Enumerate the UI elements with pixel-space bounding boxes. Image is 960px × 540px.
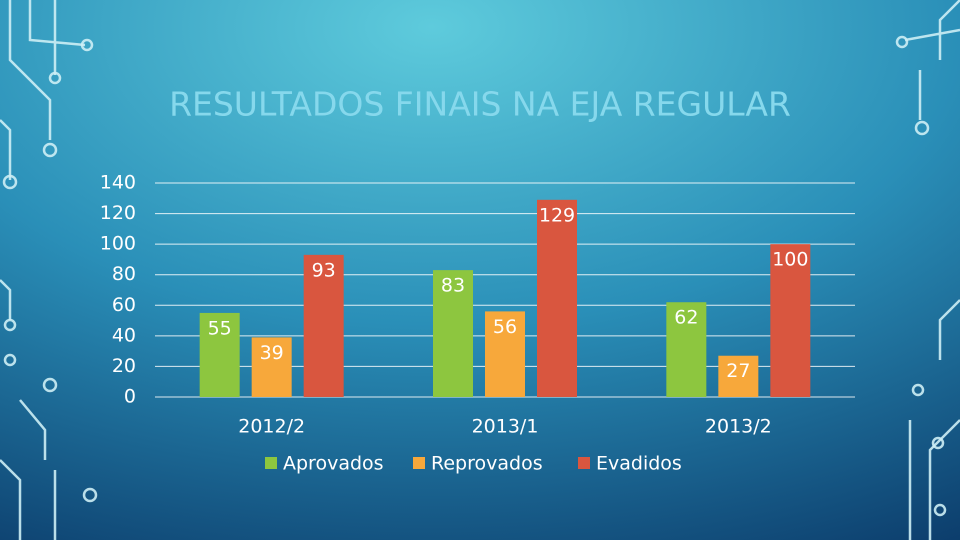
data-label: 39	[260, 342, 284, 364]
x-tick-label: 2012/2	[238, 416, 305, 438]
bar	[666, 302, 707, 397]
y-tick-label: 140	[100, 172, 136, 194]
x-tick-label: 2013/2	[705, 416, 772, 438]
data-label: 27	[726, 360, 750, 382]
bar	[770, 244, 811, 397]
bar	[485, 311, 525, 397]
bar	[251, 337, 292, 397]
chart-title: RESULTADOS FINAIS NA EJA REGULAR	[169, 85, 791, 124]
bar	[303, 254, 344, 397]
y-tick-label: 40	[112, 324, 136, 346]
legend-label: Evadidos	[596, 453, 682, 475]
y-tick-label: 100	[100, 233, 136, 255]
data-label: 55	[208, 317, 232, 339]
y-tick-label: 20	[112, 355, 136, 377]
bar	[718, 355, 759, 397]
legend-swatch	[578, 457, 590, 469]
data-label: 56	[493, 316, 517, 338]
data-label: 100	[772, 249, 808, 271]
bar	[199, 312, 240, 397]
y-tick-label: 120	[100, 202, 136, 224]
y-tick-label: 0	[124, 386, 136, 408]
data-label: 83	[441, 275, 465, 297]
legend-label: Reprovados	[431, 453, 543, 475]
data-label: 129	[539, 204, 575, 226]
bar	[433, 270, 473, 397]
data-label: 93	[312, 259, 336, 281]
legend-swatch	[265, 457, 277, 469]
legend-swatch	[413, 457, 425, 469]
y-tick-label: 80	[112, 263, 136, 285]
y-tick-label: 60	[112, 294, 136, 316]
x-tick-label: 2013/1	[472, 416, 539, 438]
data-label: 62	[674, 307, 698, 329]
legend-label: Aprovados	[283, 453, 384, 475]
bar	[537, 199, 577, 397]
